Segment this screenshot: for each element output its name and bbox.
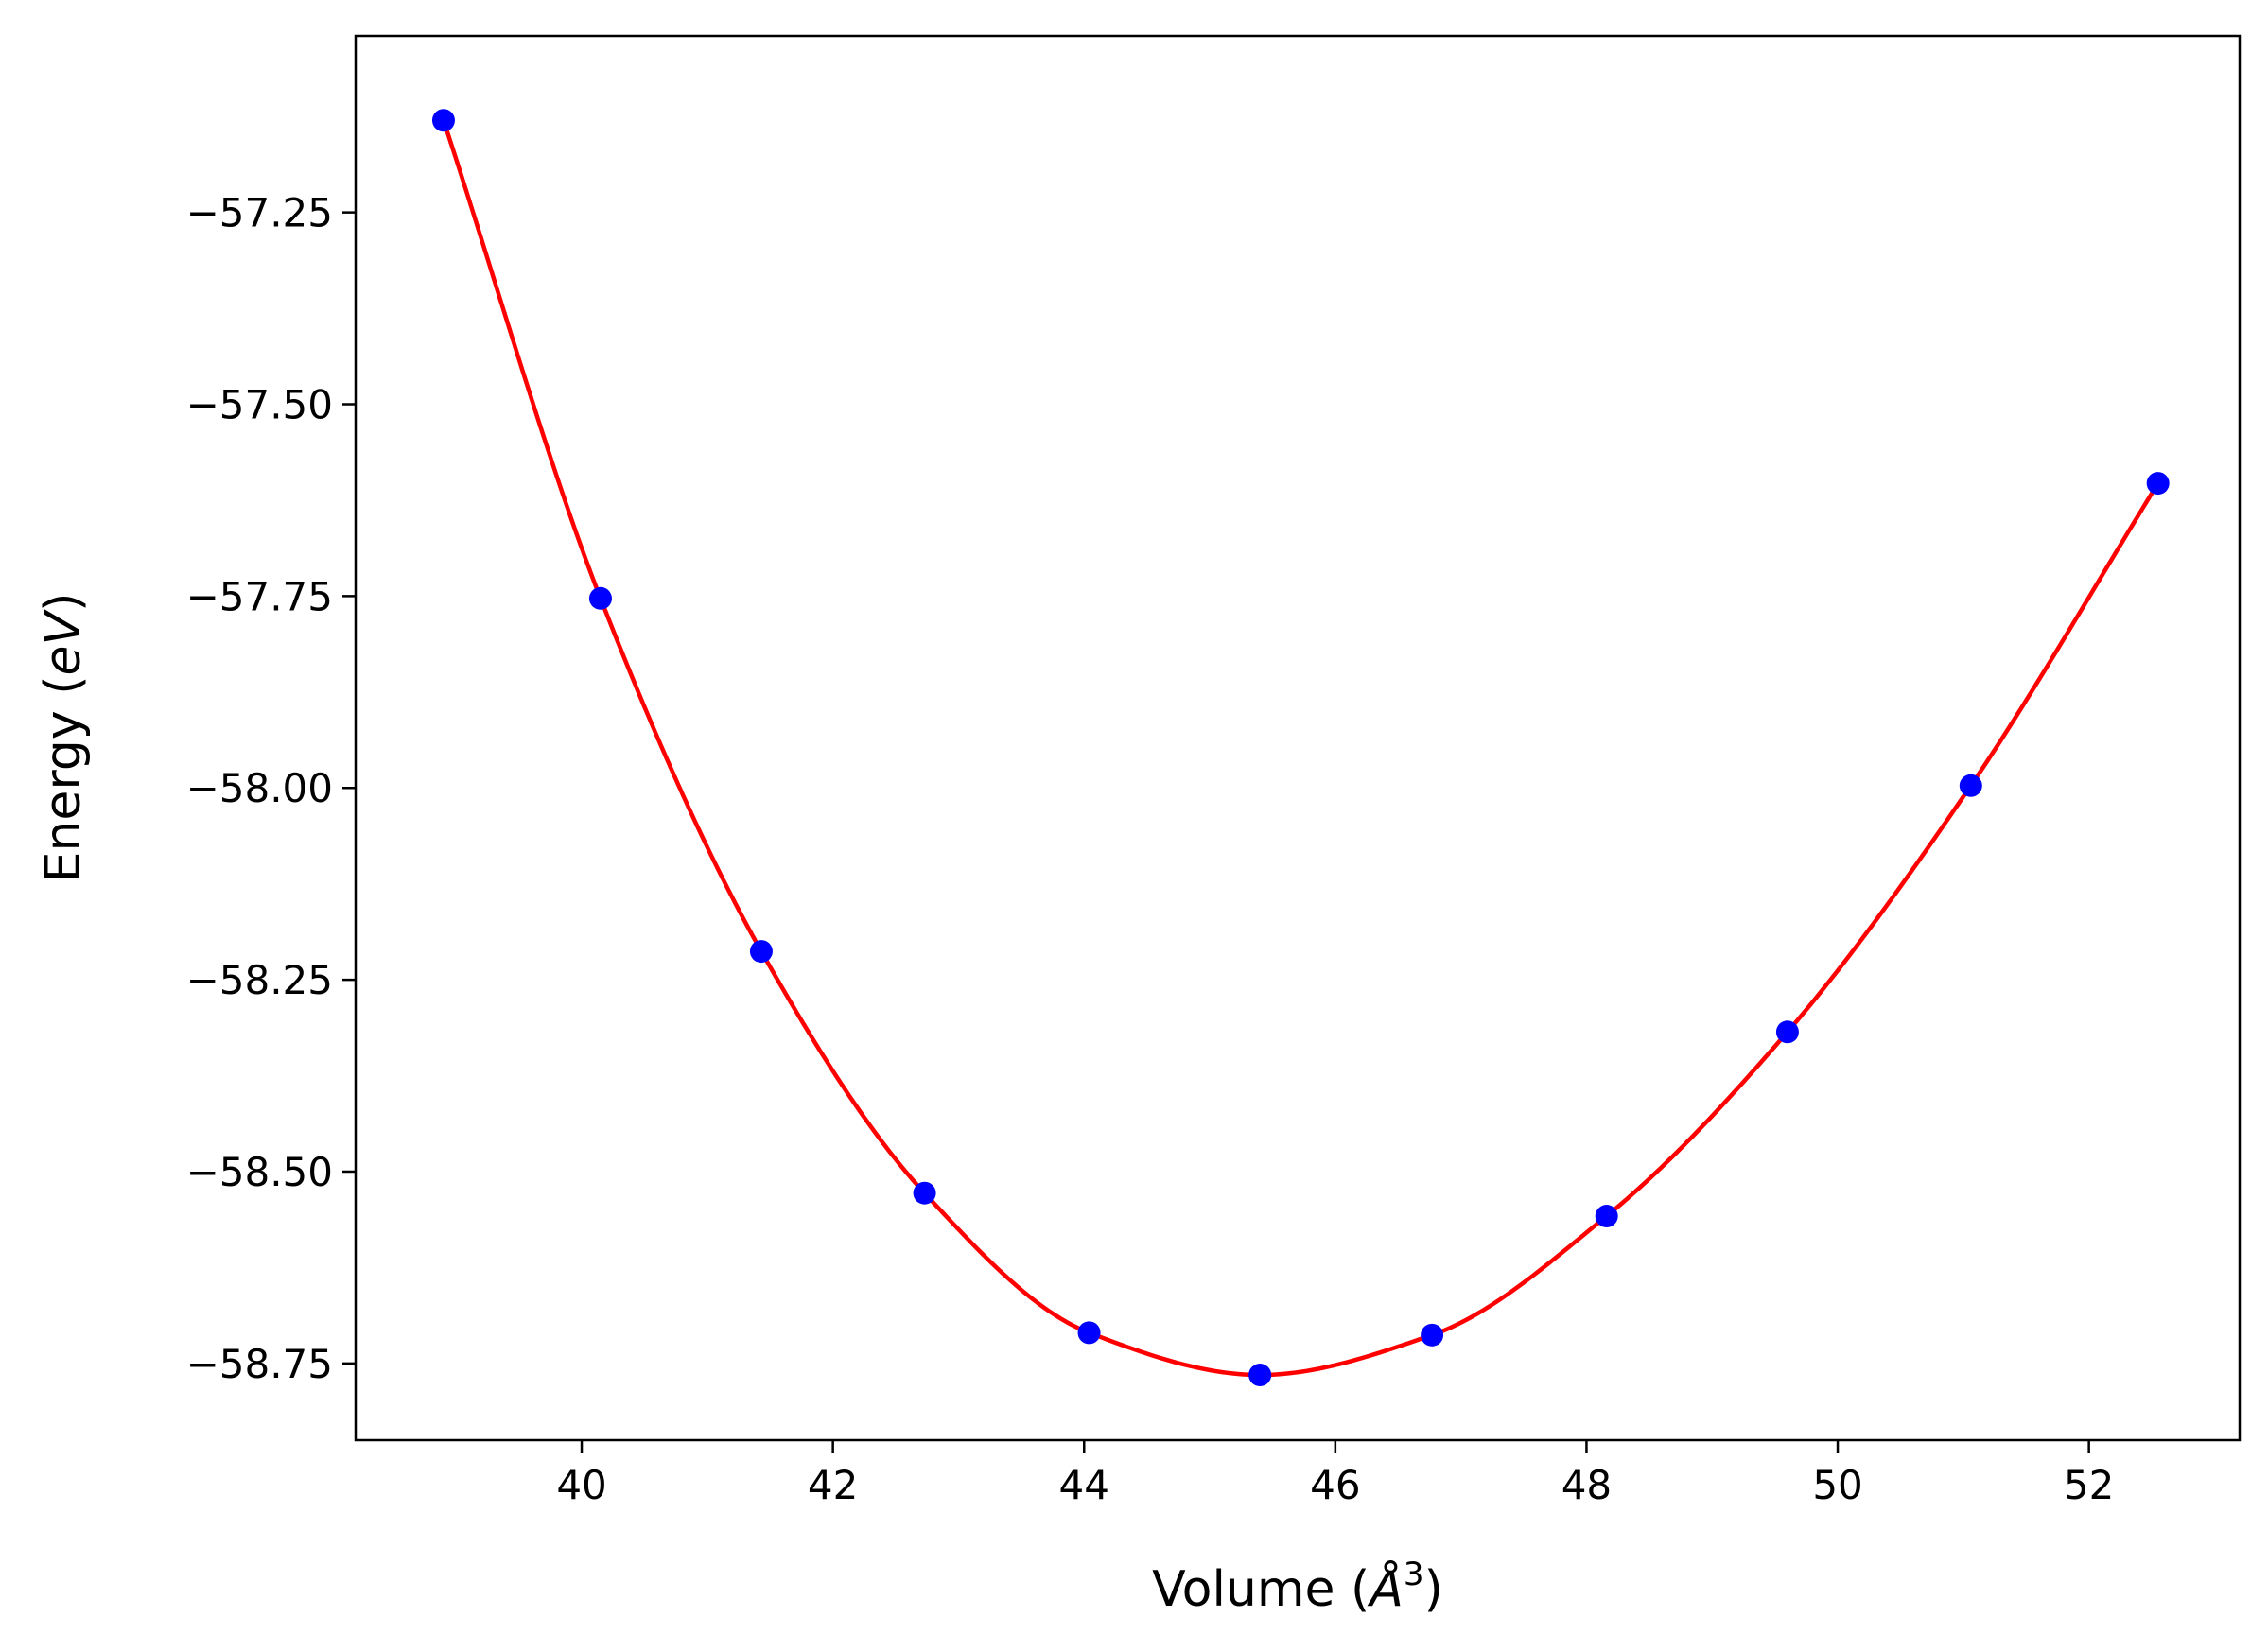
plot-frame	[354, 34, 2242, 1442]
fit-curve-layer	[441, 119, 2160, 1378]
data-point	[1959, 774, 1982, 797]
data-point	[1595, 1205, 1618, 1228]
x-axis-label-prefix: Volume (	[1152, 1561, 1370, 1618]
x-tick-label: 44	[1059, 1462, 1109, 1508]
data-point	[431, 109, 455, 132]
y-axis-label: Energy (eV)	[35, 593, 92, 883]
x-axis-label-unit: Å	[1367, 1559, 1404, 1618]
fit-curve-line	[441, 119, 2160, 1378]
y-tick-label: −57.25	[186, 190, 333, 236]
y-axis-label-suffix: )	[35, 593, 92, 612]
data-point	[1248, 1364, 1272, 1387]
y-tick-label: −58.00	[186, 765, 333, 811]
data-point	[1421, 1323, 1444, 1347]
x-tick-label: 40	[556, 1462, 606, 1508]
y-tick-label: −57.50	[186, 382, 333, 428]
y-tick-label: −57.75	[186, 573, 333, 619]
plot-background	[356, 36, 2240, 1440]
x-axis-label-suffix: )	[1424, 1561, 1443, 1618]
x-tick-label: 52	[2064, 1462, 2114, 1508]
y-axis-label-unit: eV	[35, 609, 92, 676]
y-axis-label-prefix: Energy (	[35, 676, 92, 883]
x-tick-label: 42	[808, 1462, 858, 1508]
data-point	[588, 586, 612, 610]
y-tick-label: −58.75	[186, 1341, 333, 1387]
data-point	[1775, 1020, 1799, 1044]
data-point	[2146, 472, 2170, 496]
data-point	[913, 1181, 936, 1205]
data-point	[749, 940, 773, 964]
x-tick-label: 46	[1310, 1462, 1360, 1508]
y-tick-label: −58.50	[186, 1149, 333, 1195]
data-points-layer	[431, 109, 2170, 1387]
x-axis-label-exponent: 3	[1404, 1556, 1424, 1593]
y-axis-ticks: −57.25 −57.50 −57.75 −58.00 −58.25 −58.50 −58.…	[186, 190, 356, 1387]
x-axis-label: Volume (Å3)	[1152, 1556, 1443, 1618]
data-point	[1077, 1321, 1101, 1345]
x-axis-ticks: 40 42 44 46 48 50 52	[556, 1440, 2114, 1508]
x-tick-label: 50	[1812, 1462, 1862, 1508]
y-tick-label: −58.25	[186, 957, 333, 1003]
x-tick-label: 48	[1561, 1462, 1612, 1508]
